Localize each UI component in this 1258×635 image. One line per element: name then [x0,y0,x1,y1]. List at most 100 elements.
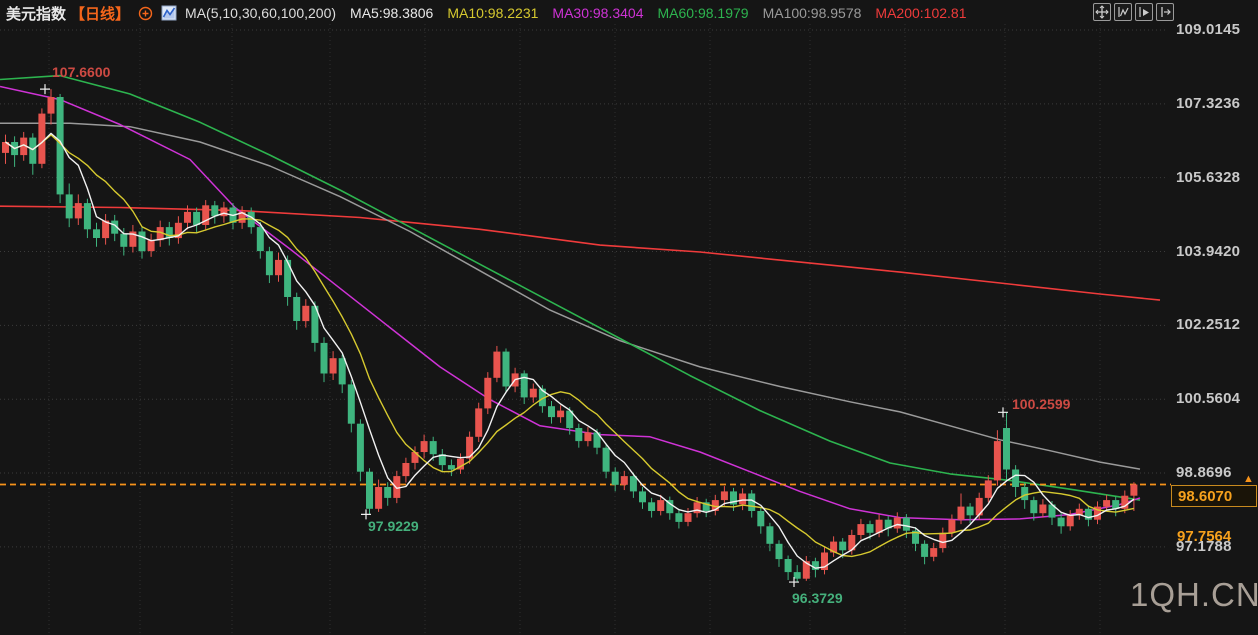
candle-body [1084,508,1092,520]
candle-body [739,493,747,505]
candle-body [748,493,756,511]
candle-body [384,487,392,498]
y-axis-scale-icon[interactable] [1114,3,1132,21]
candle-body [65,194,73,219]
candle-body [957,506,965,520]
candle-body [857,524,865,535]
ma60-value: MA60:98.1979 [657,5,749,21]
candle-body [557,410,565,418]
candle-body [639,491,646,503]
candle-body [675,513,683,522]
candle-body [1075,508,1083,516]
playback-icon[interactable] [1135,3,1153,21]
candle-body [56,97,64,195]
ma5-value: MA5:98.3806 [350,5,434,21]
candle-body [848,535,856,551]
candle-body [1066,515,1074,527]
ma-indicator-group: MA(5,10,30,60,100,200) MA5:98.3806 MA10:… [185,5,966,21]
candle-body [893,517,901,529]
collapse-panel-icon[interactable] [1156,3,1174,21]
candle-body [930,548,938,557]
candle-body [684,513,692,522]
chart-toolbar [1093,3,1174,21]
candle-body [566,410,574,429]
price-up-arrow-icon: ▲ [1243,473,1254,486]
candle-body [1121,495,1129,509]
candle-body [138,231,146,252]
candle-body [275,259,282,276]
candle-body [1021,487,1029,501]
candle-body [493,351,501,378]
candle-body [502,351,510,387]
ma10-value: MA10:98.2231 [447,5,539,21]
candle-body [629,476,637,492]
candle-body [129,231,137,247]
add-indicator-icon[interactable] [138,6,153,21]
watermark-logo: 1QH.CN [1130,576,1258,613]
extreme-cross-marker [789,577,799,588]
candle-body [720,491,728,501]
candle-body [775,543,783,560]
candle-body [520,373,528,398]
candle-body [1112,500,1120,509]
candle-body [375,487,383,509]
candle-body [912,530,919,544]
ma-params-label: MA(5,10,30,60,100,200) [185,5,337,21]
candle-body [438,454,446,466]
ma10-line [5,134,1135,558]
candle-body [265,251,273,276]
ma30-line [0,85,1141,521]
candle-body [875,519,883,533]
candle-body [47,97,55,114]
candle-body [74,203,82,219]
candle-body [975,497,983,516]
candle-body [939,532,947,549]
candle-body [830,541,838,553]
candle-body [1094,506,1101,520]
candle-body [2,142,9,153]
candle-body [302,305,310,322]
candle-body [757,511,765,527]
y-axis-label: 103.9420 [1176,242,1241,260]
low-price-annotation: 97.9229 [368,518,419,534]
candle-body [29,137,37,164]
candle-body [284,259,292,297]
candle-body [184,211,191,223]
candle-body [156,227,164,241]
candle-body [902,517,910,531]
candle-body [584,432,592,442]
chart-type-icon[interactable] [161,5,177,21]
candle-body [1048,504,1056,518]
current-price-label: 98.6070 [1171,485,1257,508]
candle-body [111,220,119,234]
candle-body [984,480,992,498]
candle-body [702,502,710,511]
candle-body [402,463,410,477]
candle-body [202,205,210,225]
candle-body [1103,500,1111,507]
candle-body [366,471,373,509]
candle-body [657,500,665,511]
candle-body [548,406,555,418]
candle-body [666,500,674,514]
high-price-annotation: 107.6600 [52,64,111,80]
ma200-value: MA200:102.81 [875,5,967,21]
candle-body [966,506,974,516]
candle-body [921,543,929,557]
move-tool-icon[interactable] [1093,3,1111,21]
candle-body [793,572,801,579]
candle-body [329,358,337,374]
candle-body [711,500,719,511]
chart-header: 美元指数 【日线】 MA(5,10,30,60,100,200) MA5:98.3… [6,2,967,24]
candle-body [1003,428,1010,470]
candle-body [730,491,737,505]
candle-body [293,297,301,321]
candle-body [447,465,455,470]
candle-body [120,233,128,247]
candle-body [593,432,601,448]
candle-body [648,502,656,511]
candle-body [620,476,628,485]
extreme-cross-marker [40,84,50,95]
candle-body [1057,517,1065,527]
